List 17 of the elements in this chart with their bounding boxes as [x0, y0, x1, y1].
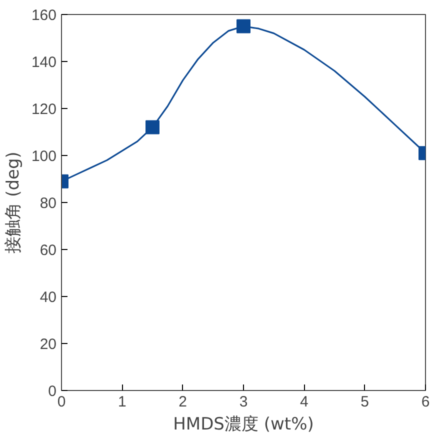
x-tick-label: 4 — [300, 394, 308, 410]
x-tick-label: 5 — [360, 394, 370, 410]
x-tick-label: 3 — [239, 394, 248, 410]
y-tick-label: 60 — [40, 242, 57, 259]
x-tick-label: 2 — [178, 394, 188, 410]
y-axis-title: 接触角 (deg) — [3, 152, 24, 254]
x-axis-title: HMDS濃度 (wt%) — [173, 414, 314, 434]
y-tick-label: 80 — [40, 195, 57, 212]
x-tick-label: 6 — [421, 394, 430, 410]
y-tick-label: 40 — [40, 289, 57, 306]
y-tick-label: 160 — [31, 7, 57, 24]
x-tick-label: 1 — [118, 394, 126, 410]
y-tick-label: 0 — [48, 383, 56, 400]
y-tick-label: 20 — [40, 336, 57, 353]
y-tick-label: 140 — [31, 54, 57, 71]
y-tick-label: 100 — [31, 148, 57, 165]
y-tick-label: 120 — [31, 101, 57, 118]
